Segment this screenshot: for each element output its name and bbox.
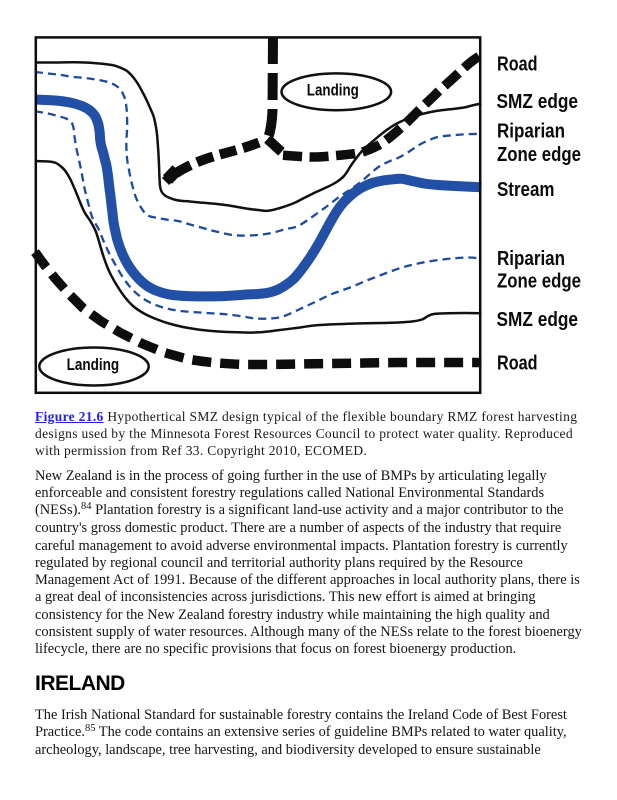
svg-text:Landing: Landing <box>67 356 120 374</box>
svg-text:Landing: Landing <box>307 82 359 100</box>
svg-text:SMZ edge: SMZ edge <box>497 309 579 331</box>
svg-text:SMZ edge: SMZ edge <box>497 91 579 113</box>
svg-text:Road: Road <box>497 352 538 374</box>
svg-text:Zone edge: Zone edge <box>497 271 581 293</box>
svg-text:Riparian: Riparian <box>497 121 565 143</box>
svg-text:Stream: Stream <box>497 179 555 201</box>
svg-text:Zone edge: Zone edge <box>497 144 581 166</box>
svg-text:Road: Road <box>497 54 538 76</box>
svg-text:Riparian: Riparian <box>497 248 565 270</box>
